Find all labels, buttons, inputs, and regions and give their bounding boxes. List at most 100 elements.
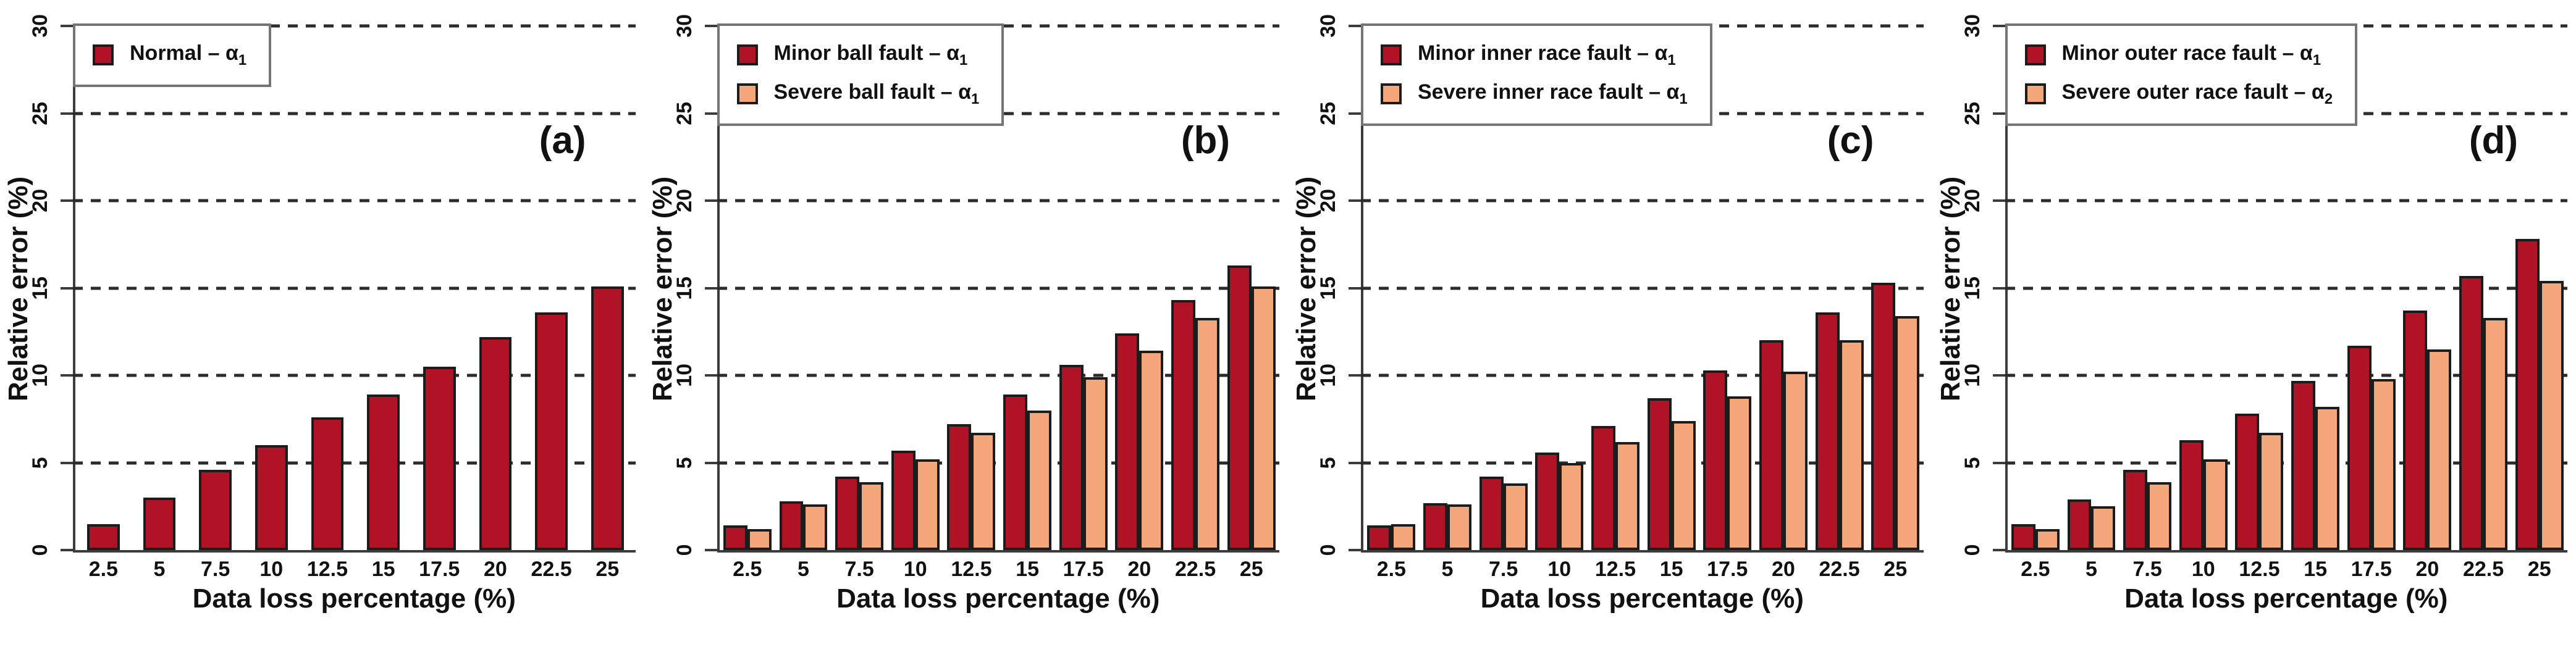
x-tick-label-5: 5 — [1441, 557, 1454, 581]
x-tick-label-2.5: 2.5 — [2021, 557, 2050, 581]
y-tick-label-0: 0 — [1960, 544, 1984, 556]
bar-group-17.5 — [411, 26, 468, 550]
y-tick-label-0: 0 — [672, 544, 696, 556]
bar — [2091, 506, 2116, 550]
y-tick-mark-20 — [704, 199, 717, 202]
bar — [1839, 340, 1864, 550]
chart-panel: Relative error (%) 0 5 10 15 20 25 30 Minor in… — [1288, 0, 1932, 647]
bar — [2035, 529, 2060, 550]
bar — [1783, 372, 1808, 550]
bar — [2371, 378, 2396, 550]
x-tick-label-17.5: 17.5 — [1707, 557, 1748, 581]
legend-item: Minor inner race fault – α1 — [1381, 41, 1688, 69]
x-tick-label-25: 25 — [2527, 557, 2551, 581]
legend-label-subscript: 1 — [970, 90, 980, 107]
x-tick-label-22.5: 22.5 — [1819, 557, 1860, 581]
plot-area: 0 5 10 15 20 25 30 Minor outer race fault – α1… — [1961, 14, 2567, 581]
y-tick-mark-25 — [1992, 112, 2005, 115]
y-tick-label-5: 5 — [672, 457, 696, 469]
panel-label: (c) — [1827, 119, 1874, 162]
gridline-15 — [2005, 286, 2567, 290]
chart-panel: Relative error (%) 0 5 10 15 20 25 30 Normal –… — [0, 0, 644, 647]
x-tick-label-17.5: 17.5 — [1063, 557, 1104, 581]
x-tick-label-10: 10 — [1547, 557, 1572, 581]
x-tick-label-22.5: 22.5 — [2462, 557, 2504, 581]
x-tick-label-7.5: 7.5 — [2132, 557, 2162, 581]
x-axis-title: Data loss percentage (%) — [836, 583, 1160, 614]
x-tick-label-20: 20 — [484, 557, 507, 581]
bar-group-2.5 — [720, 26, 776, 550]
bar — [779, 501, 804, 550]
y-tick-label-10: 10 — [1316, 364, 1340, 387]
bar — [1535, 452, 1560, 550]
bar-group-5 — [132, 26, 188, 550]
x-tick-label-25: 25 — [1239, 557, 1263, 581]
gridline-5 — [2005, 461, 2567, 465]
x-tick-label-22.5: 22.5 — [531, 557, 572, 581]
bar — [1027, 410, 1052, 550]
x-tick-label-20: 20 — [1772, 557, 1795, 581]
gridline-15 — [717, 286, 1279, 290]
bar-group-22.5 — [2456, 26, 2512, 550]
bar — [1227, 265, 1252, 550]
bar — [1895, 315, 1920, 550]
bar — [2459, 275, 2484, 550]
x-tick-label-17.5: 17.5 — [419, 557, 460, 581]
bar-group-10 — [243, 26, 300, 550]
y-tick-mark-0 — [704, 549, 717, 551]
bar — [2067, 499, 2092, 550]
gridline-20 — [1361, 199, 1924, 202]
y-tick-label-30: 30 — [1960, 14, 1984, 38]
bar — [915, 459, 940, 550]
x-tick-label-7.5: 7.5 — [844, 557, 874, 581]
bar-group-7.5 — [831, 26, 888, 550]
legend-item: Severe inner race fault – α1 — [1381, 80, 1688, 107]
bar-group-12.5 — [1588, 26, 1644, 550]
x-tick-label-5: 5 — [153, 557, 166, 581]
gridline-15 — [73, 286, 636, 290]
bar — [2235, 414, 2260, 550]
y-tick-mark-20 — [61, 199, 73, 202]
bar — [747, 529, 772, 550]
bar — [1423, 503, 1447, 550]
y-tick-mark-0 — [1349, 549, 1361, 551]
legend-swatch — [2024, 44, 2046, 66]
y-tick-label-10: 10 — [1960, 364, 1984, 387]
bar-group-10 — [2175, 26, 2231, 550]
bar — [971, 433, 996, 550]
y-tick-label-20: 20 — [672, 189, 696, 212]
legend-label: Minor inner race fault – α1 — [1418, 41, 1676, 69]
y-tick-label-20: 20 — [1316, 189, 1340, 212]
bar-group-10 — [887, 26, 943, 550]
y-tick-label-0: 0 — [28, 544, 52, 556]
bar-groups — [720, 26, 1280, 550]
plot-area: 0 5 10 15 20 25 30 Normal – α1 (a) 2.5 5 7.5 10 12… — [28, 14, 636, 581]
legend: Minor inner race fault – α1 Severe inner … — [1361, 23, 1712, 126]
y-tick-mark-25 — [704, 112, 717, 115]
legend-label: Minor ball fault – α1 — [773, 41, 968, 69]
bar — [2203, 459, 2228, 550]
bar-group-12.5 — [943, 26, 1000, 550]
x-tick-label-2.5: 2.5 — [88, 557, 118, 581]
legend-item: Severe outer race fault – α2 — [2024, 80, 2333, 107]
y-tick-mark-30 — [1349, 25, 1361, 27]
gridline-10 — [717, 374, 1279, 377]
y-tick-label-30: 30 — [1316, 14, 1340, 38]
y-tick-mark-15 — [61, 286, 73, 290]
bar — [1391, 524, 1416, 550]
bar — [891, 450, 915, 550]
bar — [1171, 300, 1196, 550]
gridline-10 — [73, 374, 636, 377]
x-axis-title: Data loss percentage (%) — [2124, 583, 2448, 614]
gridline-10 — [2005, 374, 2567, 377]
x-tick-label-15: 15 — [371, 557, 395, 581]
bar-group-22.5 — [1811, 26, 1867, 550]
bar-group-20 — [468, 26, 524, 550]
bar-group-5 — [775, 26, 831, 550]
x-tick-label-10: 10 — [903, 557, 927, 581]
panel-label: (b) — [1181, 119, 1230, 162]
x-tick-label-20: 20 — [2415, 557, 2439, 581]
bar — [2147, 482, 2172, 550]
legend-label: Severe inner race fault – α1 — [1418, 80, 1688, 107]
x-tick-label-5: 5 — [2086, 557, 2097, 581]
